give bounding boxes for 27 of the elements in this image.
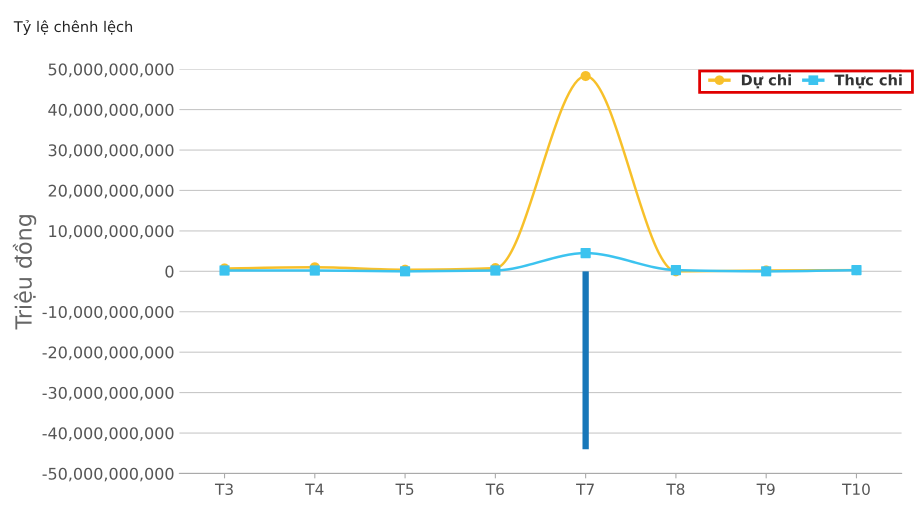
y-tick-label: 20,000,000,000 bbox=[48, 184, 174, 198]
y-tick-label: 10,000,000,000 bbox=[49, 225, 174, 239]
chart-title: Tỷ lệ chênh lệch bbox=[14, 20, 132, 35]
point bbox=[310, 265, 320, 276]
y-tick-label: -20,000,000,000 bbox=[42, 346, 174, 360]
y-tick-label: 40,000,000,000 bbox=[48, 104, 174, 118]
x-tick-label: T9 bbox=[756, 483, 775, 496]
x-tick-label: T10 bbox=[842, 483, 870, 496]
point bbox=[580, 248, 591, 258]
y-tick-label: -10,000,000,000 bbox=[42, 306, 174, 320]
y-tick-label: 50,000,000,000 bbox=[48, 63, 174, 78]
x-tick-label: T4 bbox=[305, 484, 324, 495]
y-axis-title: Triệu đồng bbox=[12, 215, 36, 330]
point bbox=[580, 70, 591, 82]
y-tick-label: -50,000,000,000 bbox=[42, 468, 174, 482]
y-tick-label: -30,000,000,000 bbox=[42, 386, 174, 401]
point bbox=[490, 265, 500, 276]
legend-label: Dự chi bbox=[742, 74, 791, 88]
x-tick-label: T8 bbox=[666, 483, 684, 496]
y-tick-label: 0 bbox=[165, 266, 174, 278]
y-tick-label: -40,000,000,000 bbox=[42, 427, 174, 441]
x-tick-label: T7 bbox=[576, 484, 594, 495]
y-tick-label: 30,000,000,000 bbox=[48, 144, 174, 158]
legend-label: Thực chi bbox=[834, 74, 902, 88]
x-tick-label: T3 bbox=[214, 483, 233, 496]
x-tick-label: T6 bbox=[486, 483, 504, 496]
x-tick-label: T5 bbox=[396, 484, 414, 496]
